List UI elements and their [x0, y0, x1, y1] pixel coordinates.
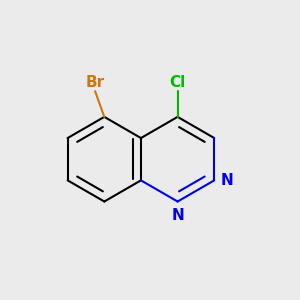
Text: N: N [171, 208, 184, 223]
Text: Br: Br [85, 75, 105, 90]
Text: N: N [221, 173, 234, 188]
Text: Cl: Cl [169, 75, 186, 90]
